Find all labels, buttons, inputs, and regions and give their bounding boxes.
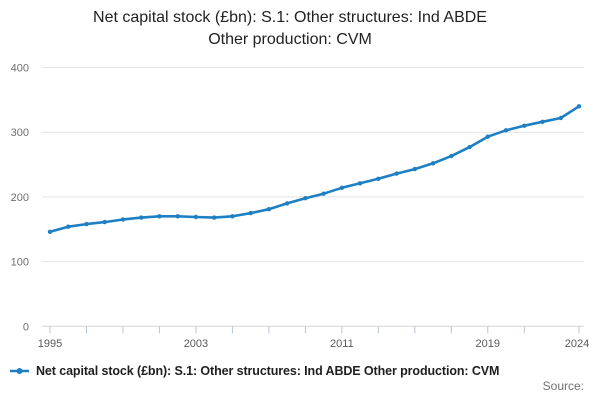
data-point	[139, 215, 144, 220]
data-point	[449, 153, 454, 159]
y-tick-label: 0	[23, 321, 29, 333]
x-tick-label: 2011	[330, 338, 354, 350]
x-axis-labels: 1995 2003 2011 2019 2024	[38, 338, 589, 350]
y-tick-label: 300	[11, 127, 29, 139]
x-tick-label: 2003	[184, 338, 208, 350]
legend: Net capital stock (£bn): S.1: Other stru…	[8, 364, 499, 378]
data-point	[522, 123, 527, 128]
data-point	[321, 191, 326, 196]
data-point	[248, 210, 253, 216]
chart-title-line1: Net capital stock (£bn): S.1: Other stru…	[93, 9, 487, 26]
data-point	[175, 214, 180, 219]
data-point	[339, 185, 345, 190]
series-line	[48, 105, 581, 234]
x-tick-label: 2024	[565, 338, 589, 350]
chart-title-line2: Other production: CVM	[208, 31, 372, 48]
y-axis-labels: 0 100 200 300 400	[11, 63, 29, 334]
data-point	[66, 224, 71, 229]
data-point	[357, 181, 363, 186]
data-point	[467, 144, 472, 150]
series-markers	[47, 104, 582, 234]
data-point	[412, 166, 417, 172]
data-point	[540, 119, 545, 125]
data-point	[120, 217, 126, 222]
x-axis-ticks	[49, 326, 580, 334]
data-point	[394, 171, 399, 176]
data-point	[230, 214, 235, 219]
data-point	[193, 214, 199, 220]
data-point	[212, 215, 217, 220]
data-point	[284, 201, 290, 206]
x-tick-label: 1995	[38, 338, 62, 350]
data-point	[102, 219, 107, 225]
y-tick-label: 100	[11, 257, 29, 269]
data-point	[303, 196, 308, 201]
data-point	[576, 104, 582, 109]
data-point	[503, 128, 509, 133]
data-point	[558, 115, 563, 121]
data-point	[84, 221, 89, 227]
chart-title: Net capital stock (£bn): S.1: Other stru…	[10, 7, 570, 51]
data-point	[376, 176, 381, 181]
legend-line-marker-icon	[10, 368, 29, 374]
data-point	[47, 229, 53, 234]
y-tick-label: 200	[11, 192, 29, 204]
y-tick-label: 400	[11, 63, 29, 75]
data-point	[485, 134, 490, 139]
data-point	[430, 161, 436, 166]
x-tick-label: 2019	[476, 338, 500, 350]
data-point	[266, 207, 272, 212]
data-point	[157, 214, 162, 219]
source-label: Source:	[542, 379, 584, 393]
legend-label: Net capital stock (£bn): S.1: Other stru…	[36, 364, 500, 378]
